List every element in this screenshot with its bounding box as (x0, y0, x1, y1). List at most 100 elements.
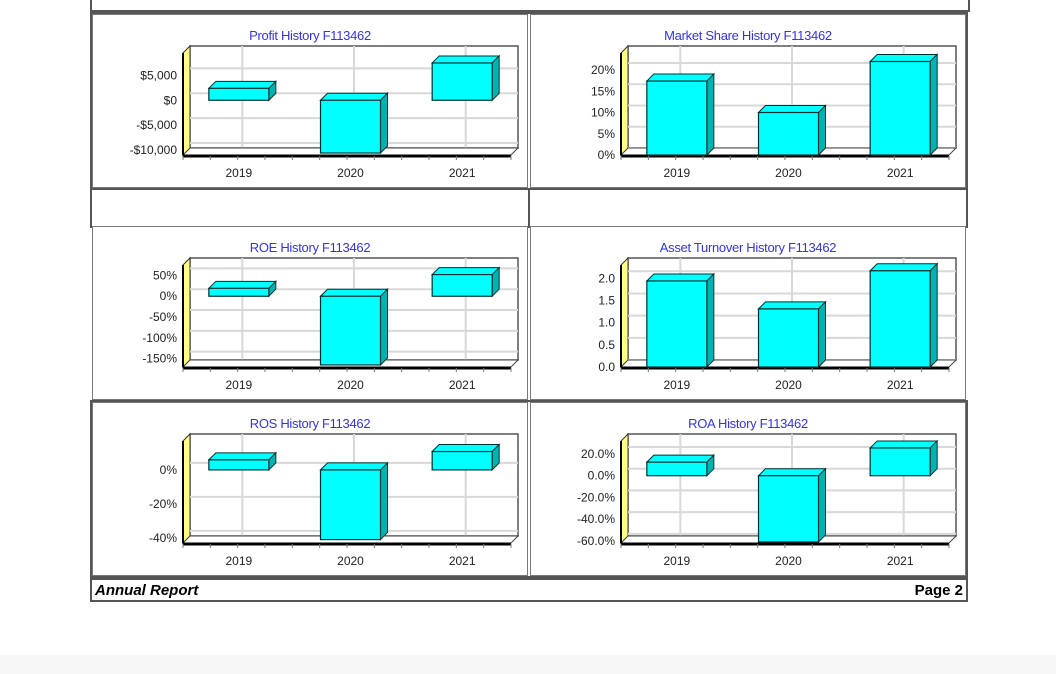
plot-left-wall (620, 44, 629, 157)
x-tick-label: 2020 (337, 554, 364, 568)
bar-top-face (757, 468, 827, 477)
ros-history-chart: ROS History F113462 0% -20% -40% 2019 2020 202… (92, 402, 528, 576)
x-tick-label: 2021 (887, 554, 914, 568)
chart-title: Market Share History F113462 (664, 28, 832, 43)
previous-section-stub (90, 0, 970, 12)
plot-left-wall (620, 256, 629, 369)
bar-front-face (869, 60, 931, 156)
y-tick-label: 15% (591, 84, 615, 98)
bar-top-face (207, 280, 278, 289)
footer-report-name: Annual Report (95, 582, 199, 599)
bar-top-face (757, 105, 827, 113)
bar-front-face (431, 62, 493, 101)
bar-top-face (319, 92, 389, 101)
bar-side-face (380, 461, 388, 541)
y-tick-label: 0% (160, 463, 178, 477)
bar-side-face (818, 300, 826, 369)
bar-2019 (645, 272, 716, 369)
y-tick-label: 0% (160, 289, 178, 303)
market-share-history-chart: Market Share History F113462 20% 15% 10% 5% 0… (530, 14, 966, 188)
bar-2020 (757, 467, 827, 544)
bar-front-face (208, 87, 270, 101)
bar-2020 (757, 104, 827, 157)
chart-svg: 0% -20% -40% 2019 2020 2021 (149, 432, 520, 568)
bar-side-face (380, 288, 388, 367)
blank-cell-left (90, 188, 530, 228)
bar-2021 (868, 439, 939, 477)
bar-2019 (645, 453, 716, 477)
bar-side-face (491, 54, 500, 102)
y-tick-label: 0.5 (598, 338, 615, 352)
x-tick-label: 2020 (775, 554, 802, 568)
bar-2021 (430, 54, 501, 102)
x-tick-label: 2021 (887, 378, 914, 392)
chart-svg: 2.0 1.5 1.0 0.5 0.0 2019 2020 2021 (598, 256, 958, 392)
y-tick-label: 0.0% (588, 469, 616, 483)
bar-2020 (319, 461, 389, 541)
page-bottom-strip (0, 655, 1056, 674)
bar-top-face (207, 80, 278, 89)
chart-svg: 20.0% 0.0% -20.0% -40.0% -60.0% 2019 2020 2021 (577, 432, 958, 568)
plot-left-wall (182, 44, 191, 157)
bar-top-face (319, 288, 389, 297)
y-tick-label: -150% (142, 352, 177, 366)
bar-2019 (207, 80, 278, 102)
bar-front-face (869, 270, 931, 368)
roa-history-chart: ROA History F113462 20.0% 0.0% -20.0% -40.0%… (530, 402, 966, 576)
chart-title: ROS History F113462 (249, 416, 371, 431)
bar-front-face (646, 461, 708, 477)
y-tick-label: 20.0% (581, 447, 615, 461)
bar-2019 (207, 451, 278, 472)
bar-top-face (868, 263, 939, 272)
y-tick-label: -20.0% (577, 490, 615, 504)
bar-side-face (929, 262, 938, 369)
bar-side-face (706, 272, 715, 369)
y-tick-label: $5,000 (140, 68, 177, 82)
bar-front-face (431, 273, 493, 297)
bar-top-face (645, 273, 716, 282)
y-tick-label: 5% (598, 127, 616, 141)
y-tick-label: 0% (598, 148, 616, 162)
y-tick-label: $0 (164, 93, 178, 107)
bar-top-face (868, 54, 939, 62)
chart-svg: 50% 0% -50% -100% -150% 2019 2020 2021 (142, 256, 520, 392)
y-tick-label: 2.0 (598, 271, 615, 285)
bar-top-face (430, 55, 501, 64)
x-tick-label: 2019 (225, 554, 252, 568)
x-tick-label: 2021 (449, 554, 476, 568)
x-tick-label: 2019 (663, 378, 690, 392)
bar-top-face (757, 301, 827, 310)
y-tick-label: 1.5 (598, 293, 615, 307)
bar-top-face (430, 267, 501, 276)
x-tick-label: 2021 (449, 166, 476, 180)
y-tick-label: 1.0 (598, 316, 615, 330)
bar-top-face (430, 444, 501, 453)
bar-front-face (757, 308, 820, 368)
bar-top-face (645, 73, 716, 82)
bar-front-face (319, 99, 382, 154)
y-tick-label: 50% (153, 268, 177, 282)
chart-title: ROA History F113462 (688, 416, 808, 431)
profit-history-chart: Profit History F113462 $5,000 $0 -$5,000 -$1… (92, 14, 528, 188)
x-tick-label: 2021 (449, 378, 476, 392)
bar-front-face (208, 459, 270, 471)
x-tick-label: 2021 (887, 166, 914, 180)
chart-title: ROE History F113462 (249, 240, 371, 255)
bar-top-face (645, 454, 716, 463)
bar-front-face (319, 295, 382, 366)
bar-2020 (757, 300, 827, 369)
chart-title: Profit History F113462 (249, 28, 371, 43)
y-tick-label: -100% (142, 331, 177, 345)
chart-svg: $5,000 $0 -$5,000 -$10,000 2019 2020 2021 (130, 44, 520, 180)
bar-front-face (319, 469, 382, 541)
bar-side-face (818, 467, 826, 544)
plot-left-wall (620, 432, 629, 545)
y-tick-label: 20% (591, 63, 615, 77)
x-tick-label: 2019 (663, 166, 690, 180)
bar-front-face (757, 111, 820, 156)
bar-top-face (868, 440, 939, 449)
x-tick-label: 2020 (337, 378, 364, 392)
bar-front-face (208, 287, 270, 297)
y-tick-label: -60.0% (577, 534, 615, 548)
bar-2021 (430, 266, 501, 298)
